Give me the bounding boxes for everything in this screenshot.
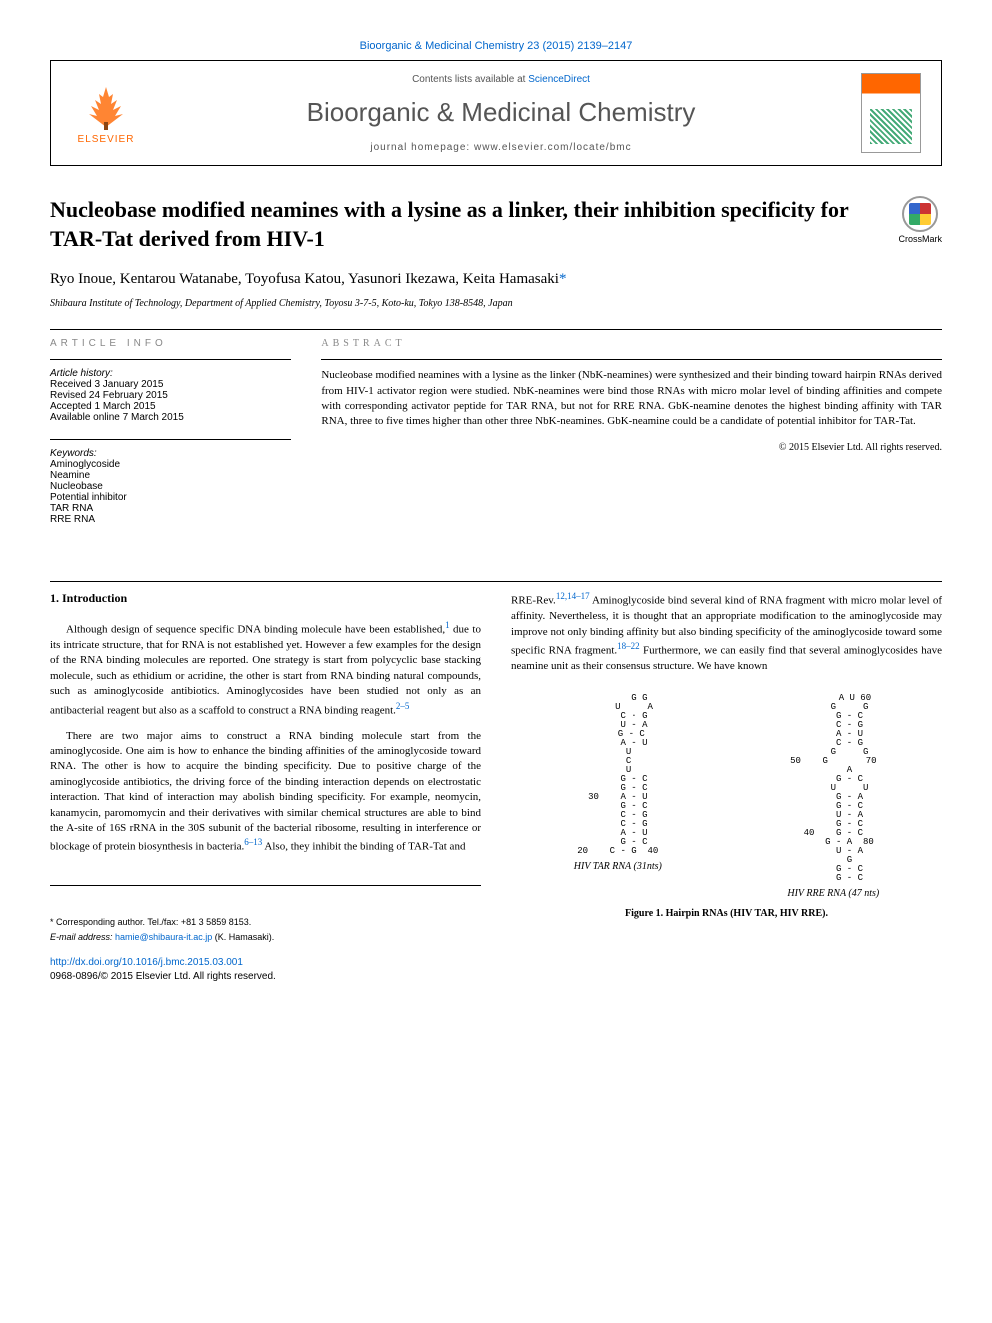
left-column: 1. Introduction Although design of seque… [50,590,481,983]
title-section: Nucleobase modified neamines with a lysi… [50,196,942,253]
issn-line: 0968-0896/© 2015 Elsevier Ltd. All right… [50,970,481,984]
keyword-3: Potential inhibitor [50,492,291,503]
p2a: There are two major aims to construct a … [50,730,481,853]
keyword-4: TAR RNA [50,503,291,514]
history-revised: Revised 24 February 2015 [50,390,291,401]
email-link[interactable]: hamie@shibaura-it.ac.jp [115,932,212,942]
contents-text: Contents lists available at [412,74,528,85]
p1b: due to its intricate structure, that for… [50,624,481,717]
elsevier-name: ELSEVIER [78,134,135,145]
sciencedirect-link[interactable]: ScienceDirect [528,74,590,85]
ref-18-22[interactable]: 18–22 [617,641,640,651]
keyword-0: Aminoglycoside [50,459,291,470]
crossmark-label: CrossMark [898,234,942,244]
keywords-block: Keywords: Aminoglycoside Neamine Nucleob… [50,448,291,525]
history-label: Article history: [50,368,291,379]
p2b: Also, they inhibit the binding of TAR-Ta… [262,841,465,853]
abstract-copyright: © 2015 Elsevier Ltd. All rights reserved… [321,442,942,453]
ref-6-13[interactable]: 6–13 [244,837,262,847]
homepage-url[interactable]: www.elsevier.com/locate/bmc [474,142,632,153]
homepage-label: journal homepage: [370,142,474,153]
intro-para-1: Although design of sequence specific DNA… [50,619,481,719]
ref-12-14-17[interactable]: 12,14–17 [556,591,590,601]
keyword-5: RRE RNA [50,514,291,525]
divider-footer [50,885,481,886]
article-info-heading: ARTICLE INFO [50,338,291,349]
tar-label: HIV TAR RNA (31nts) [574,862,662,872]
doi-link[interactable]: http://dx.doi.org/10.1016/j.bmc.2015.03.… [50,957,243,968]
abstract-text: Nucleobase modified neamines with a lysi… [321,368,942,430]
divider-bottom [50,581,942,582]
email-line: E-mail address: hamie@shibaura-it.ac.jp … [50,931,481,944]
divider-info-2 [50,439,291,440]
article-info: ARTICLE INFO Article history: Received 3… [50,338,291,541]
keyword-2: Nucleobase [50,481,291,492]
p1a: Although design of sequence specific DNA… [66,624,445,636]
elsevier-logo: ELSEVIER [71,82,141,145]
rre-rna-structure: A U 60 G G G - C C - G A - U C - G G G 5… [787,694,879,899]
right-column: RRE-Rev.12,14–17 Aminoglycoside bind sev… [511,590,942,983]
article-title: Nucleobase modified neamines with a lysi… [50,196,898,253]
main-content: 1. Introduction Although design of seque… [50,590,942,983]
divider-info-1 [50,359,291,360]
history-online: Available online 7 March 2015 [50,412,291,423]
header-center: Contents lists available at ScienceDirec… [141,74,861,153]
keywords-label: Keywords: [50,448,291,459]
journal-homepage: journal homepage: www.elsevier.com/locat… [141,142,861,153]
journal-header: ELSEVIER Contents lists available at Sci… [50,60,942,166]
crossmark-icon [902,196,938,232]
rre-label: HIV RRE RNA (47 nts) [787,889,879,899]
journal-name: Bioorganic & Medicinal Chemistry [141,97,861,128]
intro-heading: 1. Introduction [50,590,481,607]
divider-top [50,329,942,330]
footer-section: * Corresponding author. Tel./fax: +81 3 … [50,916,481,983]
journal-citation: Bioorganic & Medicinal Chemistry 23 (201… [50,40,942,52]
rna-structures: G G U A C · G U - A G - C A - U U C U G … [511,694,942,899]
info-abstract-row: ARTICLE INFO Article history: Received 3… [50,338,942,541]
email-name: (K. Hamasaki). [212,932,274,942]
abstract-heading: ABSTRACT [321,338,942,349]
intro-para-2: There are two major aims to construct a … [50,729,481,856]
email-label: E-mail address: [50,932,115,942]
ref-2-5[interactable]: 2–5 [396,701,410,711]
journal-cover-thumbnail [861,73,921,153]
intro-para-3: RRE-Rev.12,14–17 Aminoglycoside bind sev… [511,590,942,674]
authors-line: Ryo Inoue, Kentarou Watanabe, Toyofusa K… [50,271,942,288]
figure-1-caption: Figure 1. Hairpin RNAs (HIV TAR, HIV RRE… [511,907,942,921]
authors-names: Ryo Inoue, Kentarou Watanabe, Toyofusa K… [50,271,559,287]
tar-rna-structure: G G U A C · G U - A G - C A - U U C U G … [574,694,662,899]
tar-structure-text: G G U A C · G U - A G - C A - U U C U G … [574,694,662,856]
crossmark-badge[interactable]: CrossMark [898,196,942,244]
corresponding-mark: * [559,271,567,287]
rre-structure-text: A U 60 G G G - C C - G A - U C - G G G 5… [787,694,879,883]
contents-available: Contents lists available at ScienceDirec… [141,74,861,85]
corresponding-author: * Corresponding author. Tel./fax: +81 3 … [50,916,481,929]
elsevier-tree-icon [81,82,131,132]
article-history: Article history: Received 3 January 2015… [50,368,291,423]
history-received: Received 3 January 2015 [50,379,291,390]
divider-abstract [321,359,942,360]
keyword-1: Neamine [50,470,291,481]
abstract-section: ABSTRACT Nucleobase modified neamines wi… [321,338,942,541]
history-accepted: Accepted 1 March 2015 [50,401,291,412]
figure-1: G G U A C · G U - A G - C A - U U C U G … [511,694,942,921]
affiliation: Shibaura Institute of Technology, Depart… [50,298,942,309]
p3a: RRE-Rev. [511,595,556,607]
